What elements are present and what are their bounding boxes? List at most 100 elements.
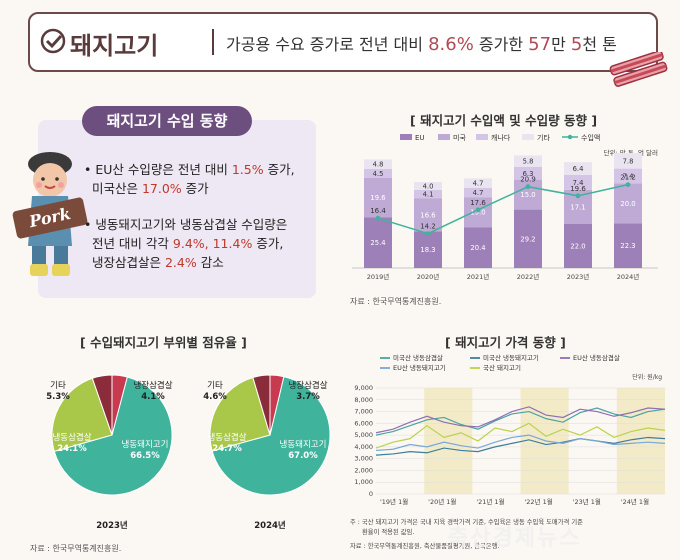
pie-1-name-2: 기타	[207, 381, 223, 391]
value-point-1	[425, 231, 431, 236]
legend-marker-value	[567, 134, 573, 140]
value-label-0: 16.4	[370, 207, 386, 215]
bar-label-3-1: 15.0	[520, 191, 535, 199]
bar-label-1-0: 18.3	[420, 246, 435, 254]
value-point-0	[375, 215, 381, 221]
price-legend-label-3: EU산 냉동돼지고기	[393, 363, 446, 372]
bar-label-1-1: 16.6	[420, 211, 435, 219]
legend-label-0: EU	[415, 134, 425, 142]
price-ytick-6: 6,000	[354, 419, 373, 427]
bar-0-1	[364, 178, 392, 218]
pie-0-name-2: 기타	[50, 381, 66, 391]
pie-1-year: 2024년	[254, 520, 286, 531]
bacon-icon	[609, 52, 668, 87]
bar-label-5-3: 7.8	[623, 157, 634, 165]
bar-2-3	[464, 178, 492, 188]
bar-label-3-2: 6.3	[523, 170, 534, 178]
bar-label-3-0: 29.2	[520, 235, 535, 243]
pie-0-value-1: 24.1%	[57, 444, 87, 454]
pie-1-name-3: 냉장삼겹살	[288, 380, 327, 391]
bar-1-2	[414, 190, 442, 199]
price-xtick-5: '24년 1월	[621, 497, 649, 506]
bar-label-0-2: 4.5	[373, 170, 384, 178]
pie-0-name-3: 냉장삼겹살	[133, 380, 172, 391]
bar-2-2	[464, 187, 492, 198]
bar-5-0	[614, 223, 642, 268]
watermark: 축산경제뉴스	[448, 526, 582, 551]
legend-label-3: 기타	[537, 133, 550, 142]
bar-4-0	[564, 224, 592, 268]
price-line-1	[375, 436, 666, 456]
price-ytick-4: 4,000	[354, 443, 373, 451]
bar-1-1	[414, 198, 442, 232]
bar-5-2	[614, 168, 642, 184]
bar-4-2	[564, 175, 592, 190]
pie-1-slice-3	[269, 374, 285, 436]
value-point-3	[525, 184, 531, 190]
bar-5-1	[614, 183, 642, 224]
price-xtick-3: '22년 1월	[525, 497, 553, 506]
price-ytick-7: 7,000	[354, 408, 373, 416]
pie-0-value-2: 5.3%	[46, 392, 70, 402]
bar-0-3	[364, 159, 392, 169]
bar-label-5-2: 7.4	[623, 173, 634, 181]
price-legend-label-2: EU산 냉동삼겹살	[573, 353, 620, 362]
price-xtick-2: '21년 1월	[476, 497, 504, 506]
pie-1-slice-0	[211, 376, 331, 496]
price-line-chart: 단위: 원/kg 주 : 국산 돼지고기 가격은 국내 지육 경락가격 기준, …	[350, 353, 666, 550]
value-label-4: 19.6	[570, 185, 586, 193]
price-chart-title: [ 돼지고기 가격 동향 ]	[445, 335, 566, 350]
year-highlight-0	[424, 388, 473, 494]
bar-0-2	[364, 169, 392, 178]
legend-swatch-1	[438, 134, 450, 140]
pie-0-value-0: 66.5%	[130, 451, 160, 461]
value-point-4	[575, 193, 581, 199]
bar-3-0	[514, 209, 542, 268]
bar-label-1-3: 4.0	[423, 183, 434, 191]
price-ytick-9: 9,000	[354, 384, 373, 392]
bar-label-4-1: 17.1	[570, 203, 585, 211]
import-trend-title: 돼지고기 수입 동향	[82, 106, 252, 136]
pie-1-name-0: 냉동돼지고기	[280, 439, 327, 450]
bar-1-0	[414, 231, 442, 268]
value-label-2: 17.6	[470, 199, 486, 207]
price-line-4	[375, 422, 666, 449]
legend-swatch-3	[522, 134, 534, 140]
bar-label-5-0: 22.3	[620, 242, 635, 250]
header-summary: 가공용 수요 증가로 전년 대비 8.6% 증가한 57만 5천 톤	[226, 34, 617, 55]
value-label-3: 20.9	[520, 176, 536, 184]
price-xtick-0: '19년 1월	[380, 497, 408, 506]
bar-label-4-2: 7.4	[573, 179, 584, 187]
pie-0-year: 2023년	[96, 520, 128, 531]
bar-4-3	[564, 162, 592, 175]
legend-label-1: 미국	[453, 133, 466, 142]
value-label-1: 14.2	[420, 223, 436, 231]
bar-label-2-3: 4.7	[473, 180, 484, 188]
price-ytick-8: 8,000	[354, 396, 373, 404]
bar-xtick-5: 2024년	[617, 272, 640, 281]
page-title: 돼지고기	[70, 32, 159, 60]
bar-label-0-0: 25.4	[370, 239, 385, 247]
bar-0-0	[364, 217, 392, 268]
bar-xtick-2: 2021년	[467, 272, 490, 281]
bar-2-0	[464, 227, 492, 268]
bar-label-0-1: 19.6	[370, 194, 385, 202]
pie-0-slice-1	[51, 377, 113, 452]
price-xtick-1: '20년 1월	[428, 497, 456, 506]
bar-xtick-4: 2023년	[567, 272, 590, 281]
bar-xtick-0: 2019년	[367, 272, 390, 281]
bar-xtick-3: 2022년	[517, 272, 540, 281]
price-line-0	[375, 407, 666, 436]
price-legend-label-0: 미국산 냉동삼겹살	[393, 353, 443, 362]
bar-3-3	[514, 155, 542, 167]
pie-1-value-1: 24.7%	[212, 444, 242, 454]
bullet-cuts: • 냉동돼지고기와 냉동삼겹살 수입량은 전년 대비 각각 9.4%, 11.4…	[84, 217, 288, 270]
bar-label-2-2: 4.7	[473, 189, 484, 197]
legend-label-value: 수입액	[581, 134, 600, 142]
price-ytick-1: 1,000	[354, 478, 373, 486]
bar-1-3	[414, 182, 442, 190]
bar-label-2-0: 20.4	[470, 244, 485, 252]
share-chart-source: 자료 : 한국무역통계진흥원.	[30, 544, 122, 553]
bar-xtick-1: 2020년	[417, 272, 440, 281]
